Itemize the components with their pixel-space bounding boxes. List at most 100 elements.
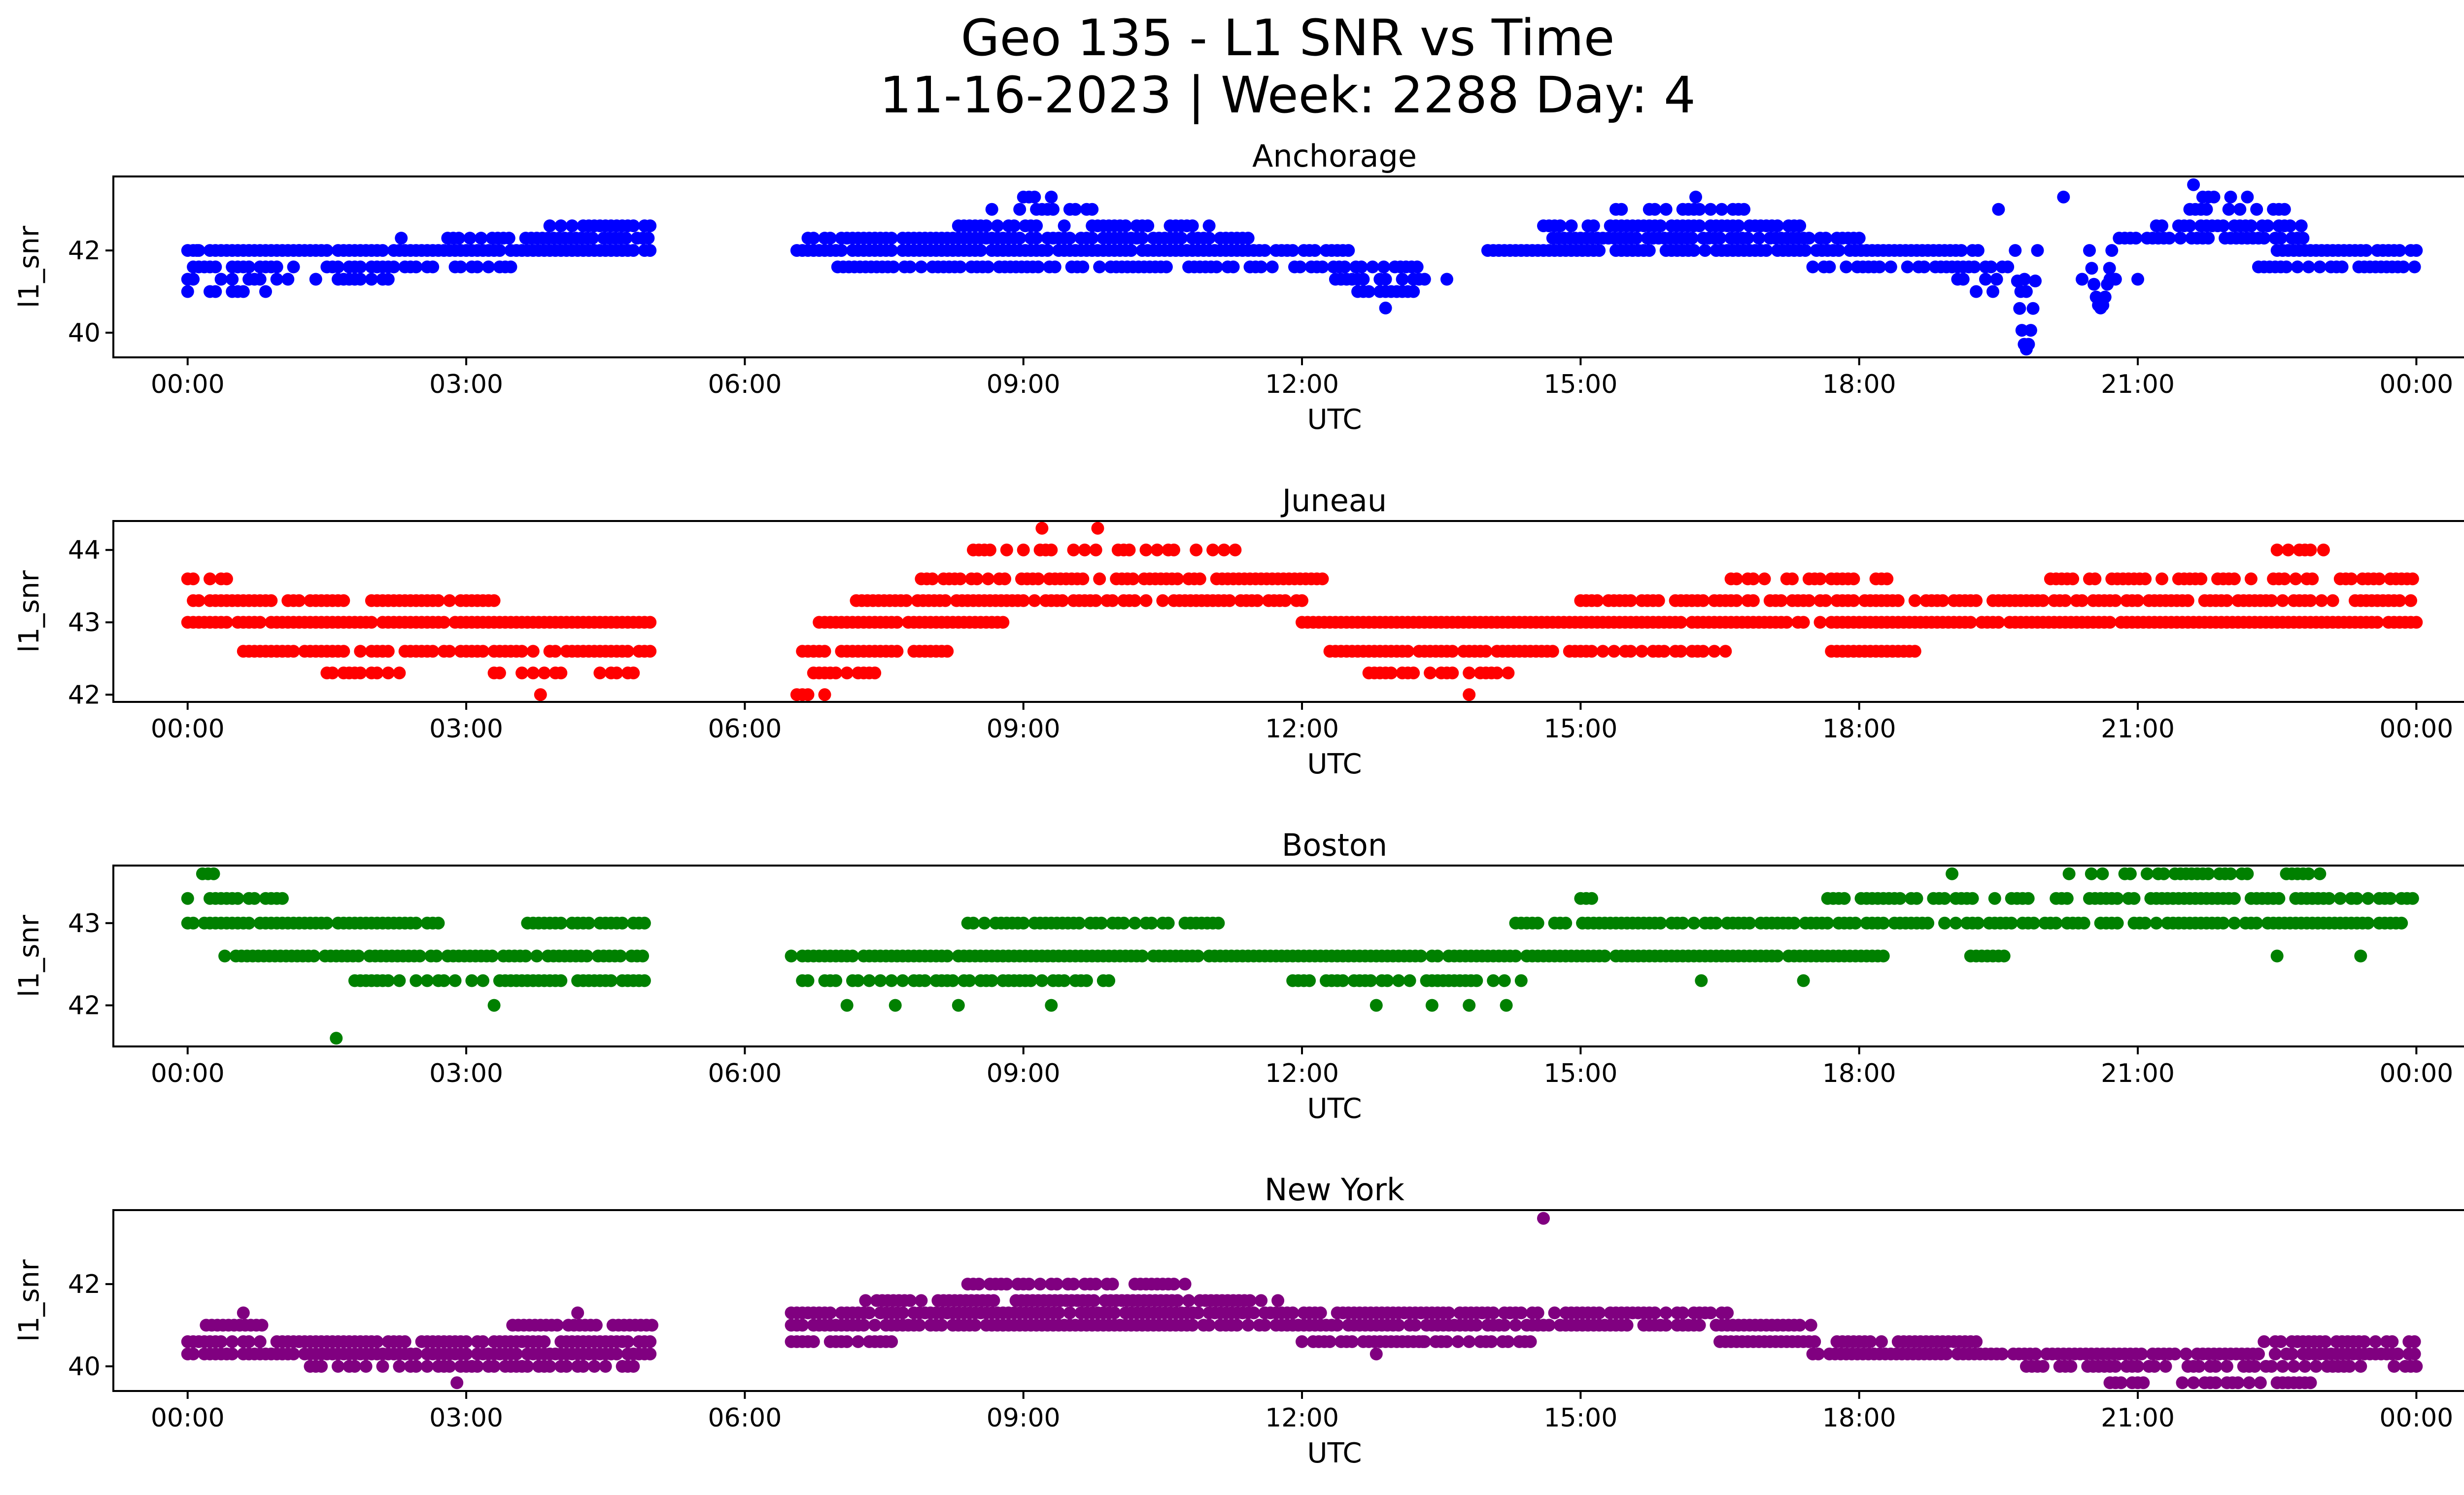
- data-point: [253, 1335, 267, 1348]
- data-point: [1687, 916, 1701, 930]
- data-point: [1591, 594, 1604, 607]
- data-point: [1167, 543, 1180, 556]
- data-point: [214, 273, 228, 286]
- data-point: [1500, 999, 1513, 1012]
- data-point: [1643, 244, 1656, 257]
- data-point: [1992, 203, 2005, 216]
- data-point: [2270, 949, 2284, 963]
- data-point: [2228, 892, 2241, 905]
- data-point: [1035, 974, 1049, 987]
- data-point: [413, 949, 426, 963]
- subplot-title: New York: [1265, 1172, 1404, 1208]
- data-point: [2192, 1360, 2206, 1373]
- data-point: [1089, 1278, 1102, 1291]
- data-point: [1017, 594, 1030, 607]
- x-tick-label: 09:00: [987, 1403, 1061, 1433]
- data-point: [1708, 645, 1721, 658]
- data-point: [2131, 273, 2144, 286]
- data-point: [181, 285, 194, 298]
- x-tick-label: 09:00: [987, 370, 1061, 399]
- data-point: [2254, 1376, 2267, 1390]
- data-point: [1030, 219, 1043, 233]
- x-tick-label: 18:00: [1822, 1403, 1896, 1433]
- data-point: [1171, 572, 1184, 586]
- data-point: [1463, 999, 1476, 1012]
- data-point: [1316, 260, 1329, 274]
- data-point: [1598, 949, 1611, 963]
- data-point: [1877, 949, 1890, 963]
- data-point: [220, 572, 233, 586]
- data-point: [214, 1335, 228, 1348]
- data-point: [2139, 572, 2152, 586]
- data-point: [1849, 916, 1862, 930]
- data-point: [337, 594, 350, 607]
- data-point: [231, 892, 244, 905]
- data-point: [1017, 916, 1030, 930]
- data-point: [2333, 892, 2347, 905]
- data-point: [2280, 260, 2293, 274]
- data-point: [2250, 203, 2263, 216]
- data-point: [1719, 645, 1732, 658]
- data-point: [1086, 203, 1099, 216]
- data-point: [1760, 244, 1773, 257]
- data-point: [1938, 892, 1951, 905]
- data-point: [2029, 275, 2042, 287]
- data-point: [1047, 203, 1060, 216]
- axes-frame: [112, 1209, 2464, 1392]
- data-point: [2159, 1360, 2172, 1373]
- data-point: [1093, 260, 1106, 274]
- data-point: [2200, 203, 2213, 216]
- data-point: [1331, 1319, 1344, 1332]
- data-point: [1891, 594, 1905, 607]
- data-point: [1377, 260, 1390, 274]
- data-point: [487, 594, 501, 607]
- data-point: [1710, 916, 1723, 930]
- data-point: [840, 666, 854, 680]
- data-point: [2265, 594, 2278, 607]
- data-point: [2220, 594, 2233, 607]
- data-point: [287, 645, 300, 658]
- data-point: [2272, 892, 2286, 905]
- figure-title-line2: 11-16-2023 | Week: 2288 Day: 4: [880, 66, 1696, 125]
- data-point: [2317, 543, 2330, 556]
- x-tick-label: 00:00: [151, 370, 225, 399]
- data-point: [2408, 260, 2421, 274]
- data-point: [218, 949, 232, 963]
- data-point: [2270, 543, 2284, 556]
- data-point: [2354, 949, 2367, 963]
- data-point: [638, 916, 651, 930]
- data-point: [292, 244, 306, 257]
- data-point: [410, 974, 423, 987]
- data-point: [2217, 916, 2230, 930]
- data-point: [1802, 232, 1815, 245]
- data-point: [2103, 262, 2116, 275]
- data-point: [1608, 645, 1621, 658]
- data-point: [460, 1347, 473, 1360]
- data-point: [410, 1347, 423, 1360]
- data-point: [1296, 1335, 1308, 1348]
- data-point: [1524, 1335, 1537, 1348]
- data-point: [560, 1360, 573, 1373]
- data-point: [1392, 974, 1405, 987]
- data-point: [1241, 1319, 1255, 1332]
- data-point: [2393, 244, 2406, 257]
- data-point: [2021, 892, 2035, 905]
- data-point: [387, 260, 401, 274]
- x-tick-label: 09:00: [987, 1059, 1061, 1088]
- data-point: [1971, 916, 1985, 930]
- data-point: [2180, 1347, 2192, 1360]
- data-point: [1160, 260, 1173, 274]
- data-point: [2360, 244, 2373, 257]
- subplot-title: Boston: [1282, 827, 1387, 863]
- data-point: [1067, 1278, 1080, 1291]
- data-point: [2258, 1335, 2271, 1348]
- data-point: [885, 244, 898, 257]
- data-point: [801, 974, 815, 987]
- y-axis-label: l1_snr: [13, 225, 45, 308]
- data-point: [1000, 543, 1013, 556]
- data-point: [2361, 916, 2375, 930]
- data-point: [627, 666, 640, 680]
- data-point: [2296, 232, 2310, 245]
- x-tick-label: 12:00: [1265, 370, 1339, 399]
- data-point: [1217, 543, 1231, 556]
